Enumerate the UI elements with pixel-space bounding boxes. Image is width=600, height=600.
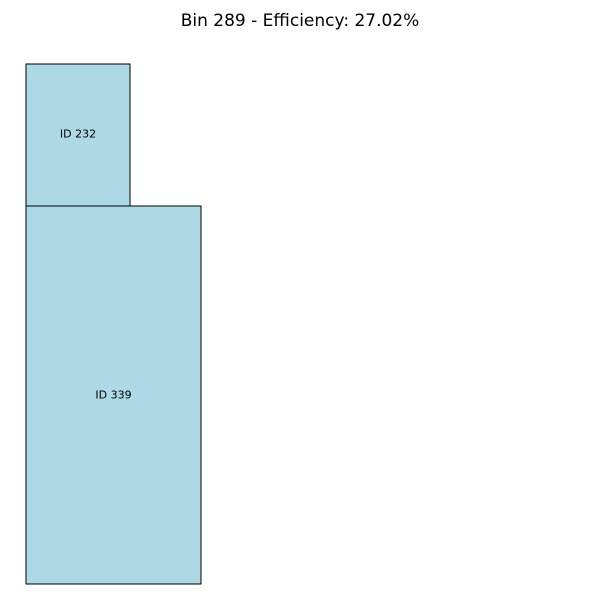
item-339-label: ID 339 — [95, 389, 131, 402]
item-339-rect — [25, 205, 202, 585]
item-339: ID 339 — [25, 205, 202, 585]
item-232-rect — [25, 63, 131, 207]
item-232-label: ID 232 — [60, 128, 96, 141]
chart-title: Bin 289 - Efficiency: 27.02% — [180, 11, 420, 31]
item-232: ID 232 — [25, 63, 131, 207]
